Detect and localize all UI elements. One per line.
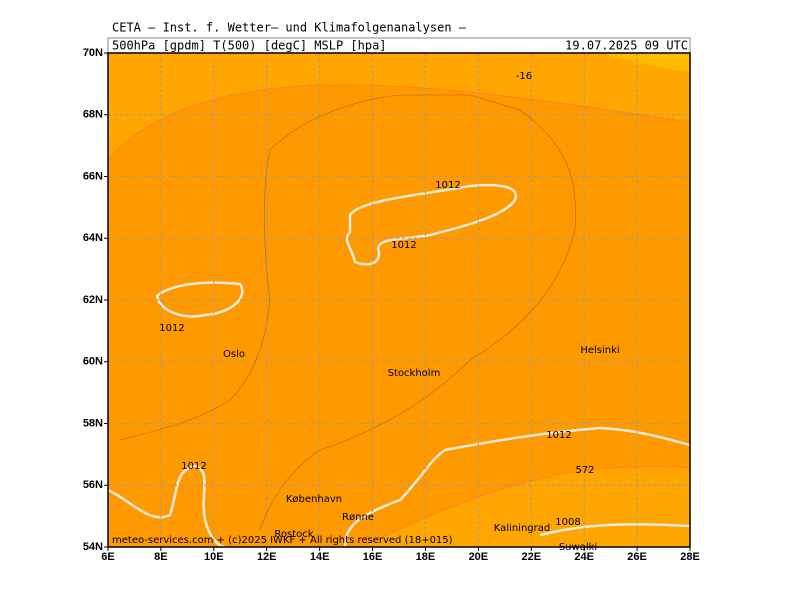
place-label: Stockholm (388, 368, 441, 379)
lat-label: 60N (83, 356, 103, 368)
lon-label: 20E (469, 551, 489, 563)
header-title: CETA – Inst. f. Wetter– und Klimafolgena… (112, 21, 467, 35)
lon-label: 22E (521, 551, 541, 563)
lat-label: 62N (83, 294, 103, 306)
isobar (345, 183, 518, 266)
contour-label: 1012 (435, 180, 460, 191)
lat-label: 70N (83, 47, 103, 59)
footer: meteo-services.com + (c)2025 IWKF + All … (112, 535, 453, 546)
lon-label: 26E (627, 551, 647, 563)
lon-label: 24E (574, 551, 594, 563)
field-band-upper (108, 53, 690, 161)
isobar (539, 523, 690, 537)
lon-label: 16E (363, 551, 383, 563)
contour-label: 1012 (181, 461, 206, 472)
contour-label: 572 (575, 465, 594, 476)
place-label: København (286, 494, 342, 505)
lon-label: 12E (257, 551, 277, 563)
place-label: Oslo (223, 349, 245, 360)
lat-label: 66N (83, 170, 103, 182)
header-fields: 500hPa [gpdm] T(500) [degC] MSLP [hpa] (112, 39, 387, 53)
contour-label: 1008 (555, 517, 580, 528)
map-area (108, 53, 690, 547)
lon-label: 18E (416, 551, 436, 563)
place-label: Rønne (342, 512, 374, 523)
lon-label: 28E (680, 551, 700, 563)
isobar (108, 464, 226, 547)
lon-label: 8E (154, 551, 167, 563)
place-label: Rostock (274, 529, 313, 540)
contour-label: -16 (516, 71, 532, 82)
place-label: Suwalki (559, 542, 597, 553)
lat-label: 64N (83, 232, 103, 244)
header-datetime: 19.07.2025 09 UTC (565, 39, 688, 53)
lat-label: 68N (83, 109, 103, 121)
lat-label: 56N (83, 479, 103, 491)
field-band-lower (359, 466, 690, 547)
lat-label: 58N (83, 417, 103, 429)
contour-label: 1012 (159, 323, 184, 334)
place-label: Kaliningrad (494, 523, 550, 534)
lon-label: 10E (204, 551, 224, 563)
field-band-corner (600, 53, 690, 72)
isobar (155, 281, 244, 318)
isobar (343, 426, 690, 547)
place-label: Helsinki (580, 345, 619, 356)
lon-label: 14E (310, 551, 330, 563)
contour-label: 1012 (391, 240, 416, 251)
contour-label: 1012 (546, 430, 571, 441)
lat-label: 54N (83, 541, 103, 553)
lon-label: 6E (101, 551, 114, 563)
